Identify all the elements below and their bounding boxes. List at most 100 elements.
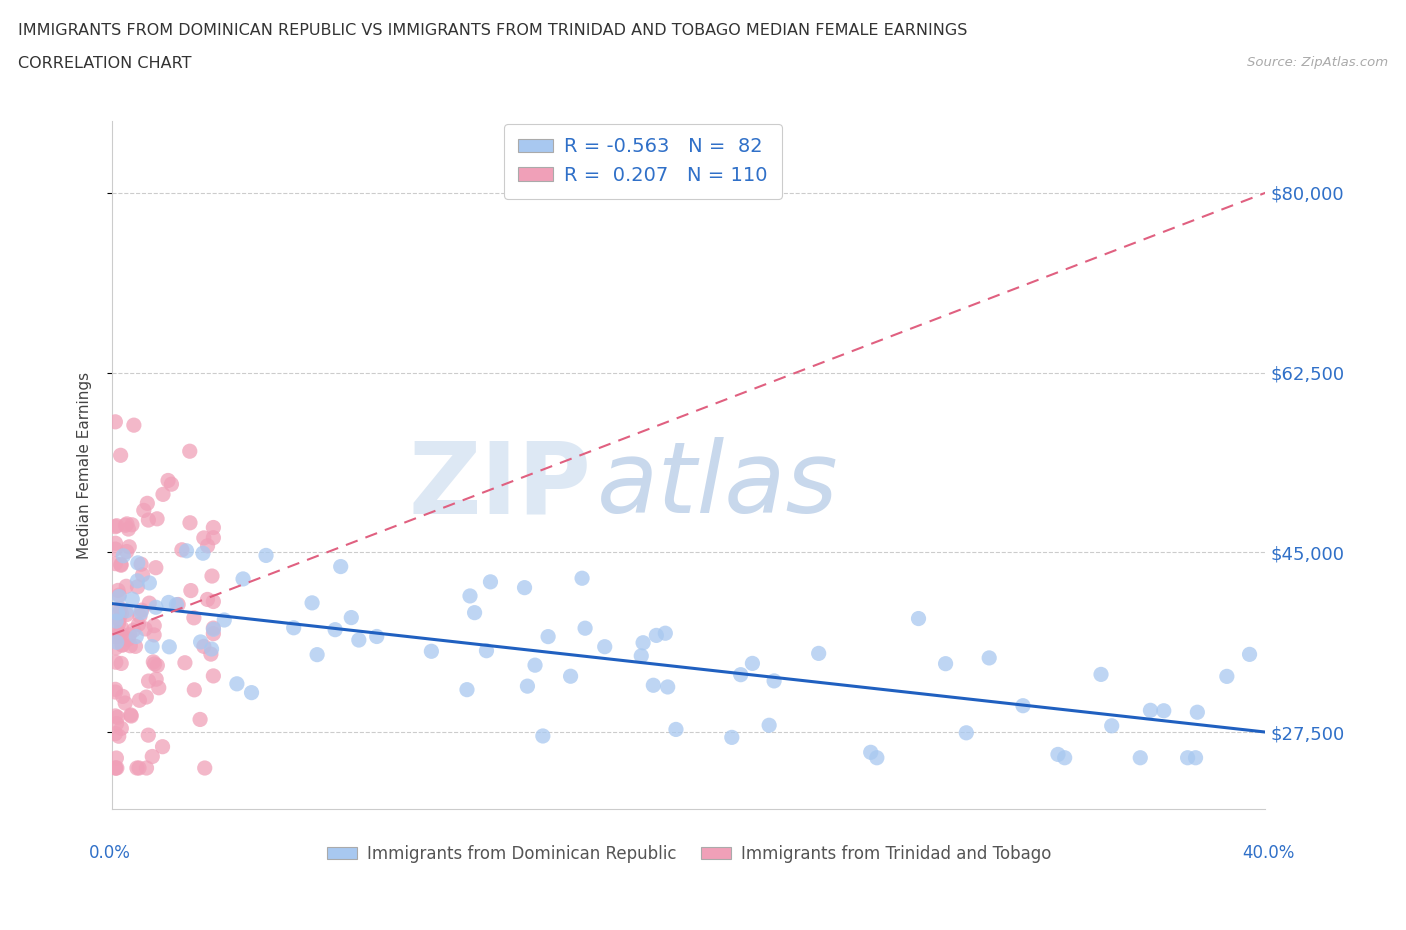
Point [118,539,141,554]
Point [170,542,193,557]
Point [593,639,616,654]
Point [118,628,141,643]
Point [190,634,212,649]
Point [128,761,150,776]
Point [104,519,127,534]
Point [157,473,180,488]
Point [907,611,929,626]
Point [120,708,142,723]
Point [122,623,145,638]
Point [188,712,211,727]
Point [479,575,502,590]
Point [157,640,180,655]
Point [110,558,132,573]
Point [1216,669,1239,684]
Point [138,673,160,688]
Point [183,610,205,625]
Point [1053,751,1076,765]
Point [167,597,190,612]
Point [138,576,160,591]
Point [104,726,127,741]
Point [108,612,131,627]
Point [200,646,222,661]
Point [111,638,134,653]
Point [1129,751,1152,765]
Point [307,647,329,662]
Point [741,656,763,671]
Point [202,520,225,535]
Point [108,625,131,640]
Point [1101,718,1123,733]
Point [120,709,142,724]
Point [160,477,183,492]
Point [329,559,352,574]
Point [131,567,153,582]
Point [110,557,132,572]
Point [112,549,135,564]
Point [200,642,222,657]
Point [157,595,180,610]
Point [174,656,197,671]
Point [202,626,225,641]
Point [127,579,149,594]
Point [225,676,247,691]
Point [807,646,830,661]
Point [232,572,254,587]
Point [135,761,157,776]
Point [107,729,129,744]
Point [129,605,152,620]
Text: IMMIGRANTS FROM DOMINICAN REPUBLIC VS IMMIGRANTS FROM TRINIDAD AND TOBAGO MEDIAN: IMMIGRANTS FROM DOMINICAN REPUBLIC VS IM… [18,23,967,38]
Point [115,607,138,622]
Point [202,530,225,545]
Point [366,629,388,644]
Point [108,589,131,604]
Point [513,580,536,595]
Point [1177,751,1199,765]
Point [105,614,128,629]
Point [127,617,149,631]
Point [131,603,153,618]
Point [104,684,127,699]
Point [104,655,127,670]
Text: atlas: atlas [596,437,838,534]
Point [114,518,136,533]
Point [193,530,215,545]
Point [104,761,127,776]
Point [110,620,132,635]
Point [125,629,148,644]
Point [104,556,127,571]
Point [979,650,1001,665]
Point [654,626,676,641]
Point [104,536,127,551]
Point [143,657,166,671]
Point [114,696,136,711]
Point [136,496,159,511]
Point [202,622,225,637]
Point [212,613,235,628]
Point [763,673,786,688]
Point [631,635,654,650]
Point [630,648,652,663]
Point [107,583,129,598]
Point [107,605,129,620]
Point [420,644,443,658]
Point [571,571,593,586]
Point [152,739,174,754]
Point [146,658,169,673]
Point [110,448,132,463]
Point [121,591,143,606]
Text: Source: ZipAtlas.com: Source: ZipAtlas.com [1247,56,1388,69]
Point [1153,703,1175,718]
Point [141,639,163,654]
Point [1090,667,1112,682]
Point [104,761,127,776]
Point [105,761,128,776]
Text: 40.0%: 40.0% [1241,844,1295,862]
Y-axis label: Median Female Earnings: Median Female Earnings [77,371,91,559]
Point [142,655,165,670]
Point [104,709,127,724]
Point [104,541,127,556]
Point [134,621,156,636]
Point [645,628,668,643]
Point [110,606,132,621]
